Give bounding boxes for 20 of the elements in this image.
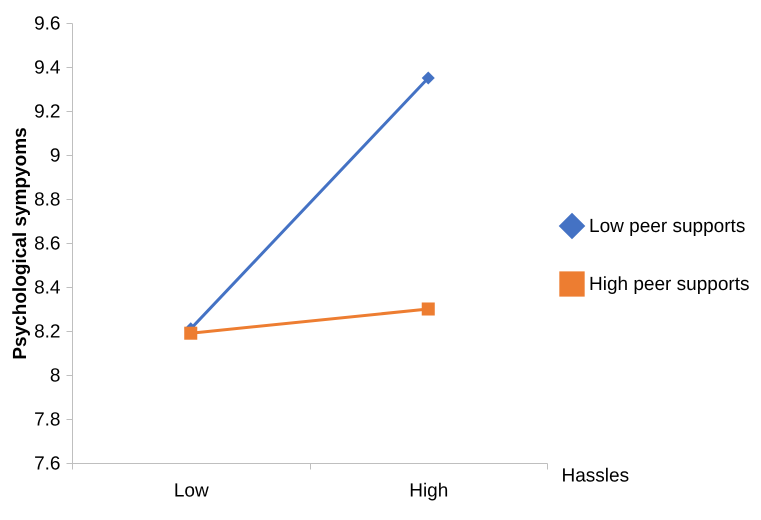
y-tick-label: 8.6 <box>34 234 60 254</box>
y-tick-label: 8 <box>50 366 60 386</box>
y-tick-label: 9.4 <box>34 58 61 78</box>
y-axis-title: Psychological sympyoms <box>10 127 32 360</box>
y-tick-label: 7.6 <box>34 454 60 474</box>
y-tick-label: 8.8 <box>34 190 60 210</box>
x-axis-title: Hassles <box>562 466 630 486</box>
x-tick-label: Low <box>174 480 209 502</box>
y-tick-label: 9.2 <box>34 102 60 122</box>
y-tick-label: 7.8 <box>34 410 60 430</box>
x-tick-label: High <box>409 480 448 502</box>
y-tick-label: 8.2 <box>34 322 60 342</box>
point <box>422 302 435 316</box>
legend-label: High peer supports <box>589 274 750 295</box>
y-tick-label: 8.4 <box>34 278 61 298</box>
point <box>422 71 435 85</box>
y-tick-label: 9.6 <box>34 14 60 34</box>
legend-label: Low peer supports <box>589 216 746 237</box>
point <box>184 326 198 340</box>
y-tick-label: 9 <box>50 146 60 166</box>
